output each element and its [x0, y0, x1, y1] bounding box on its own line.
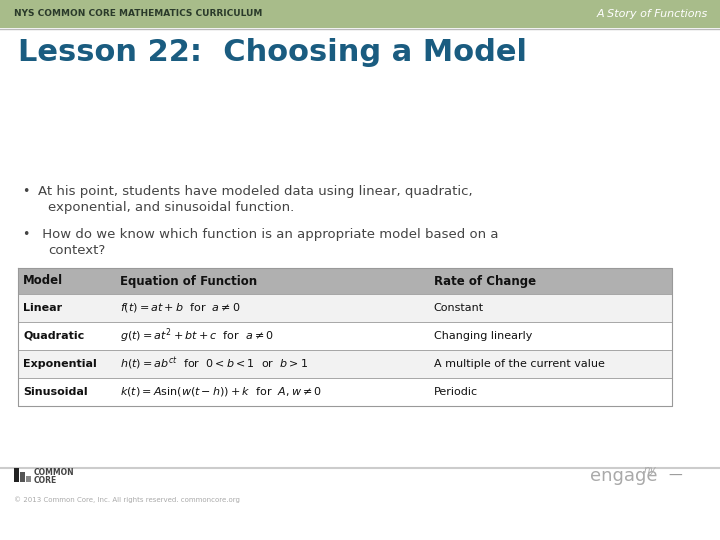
Text: CORE: CORE — [34, 476, 58, 485]
Text: $h(t) = ab^{ct}$  for  $0 < b < 1$  or  $b > 1$: $h(t) = ab^{ct}$ for $0 < b < 1$ or $b >… — [120, 356, 308, 372]
Text: •: • — [22, 185, 30, 198]
Text: $f(t) = at + b$  for  $a \neq 0$: $f(t) = at + b$ for $a \neq 0$ — [120, 301, 240, 314]
Text: At his point, students have modeled data using linear, quadratic,: At his point, students have modeled data… — [38, 185, 472, 198]
Bar — [18, 350, 672, 378]
Text: Exponential: Exponential — [23, 359, 96, 369]
Text: COMMON: COMMON — [34, 468, 75, 477]
Text: •: • — [22, 228, 30, 241]
Text: How do we know which function is an appropriate model based on a: How do we know which function is an appr… — [38, 228, 498, 241]
Text: Periodic: Periodic — [433, 387, 478, 397]
Bar — [20, 472, 25, 482]
Text: A Story of Functions: A Story of Functions — [597, 9, 708, 19]
Bar — [14, 468, 19, 482]
Text: context?: context? — [48, 244, 105, 257]
Text: Quadratic: Quadratic — [23, 331, 84, 341]
Text: Linear: Linear — [23, 303, 62, 313]
Text: NYS COMMON CORE MATHEMATICS CURRICULUM: NYS COMMON CORE MATHEMATICS CURRICULUM — [14, 10, 262, 18]
Bar — [18, 268, 672, 294]
Text: Constant: Constant — [433, 303, 484, 313]
Text: Sinusoidal: Sinusoidal — [23, 387, 88, 397]
Bar — [0, 0, 720, 28]
Text: $g(t) = at^{2} + bt + c$  for  $a \neq 0$: $g(t) = at^{2} + bt + c$ for $a \neq 0$ — [120, 327, 274, 345]
Bar — [18, 378, 672, 406]
Text: © 2013 Common Core, Inc. All rights reserved. commoncore.org: © 2013 Common Core, Inc. All rights rese… — [14, 496, 240, 503]
Text: A multiple of the current value: A multiple of the current value — [433, 359, 605, 369]
Text: Lesson 22:  Choosing a Model: Lesson 22: Choosing a Model — [18, 38, 527, 67]
Text: Equation of Function: Equation of Function — [120, 274, 257, 287]
Text: Rate of Change: Rate of Change — [433, 274, 536, 287]
Text: —: — — [668, 469, 682, 483]
Text: ny: ny — [644, 465, 657, 475]
Bar — [26, 476, 31, 482]
Text: $k(t) = A\sin(w(t-h)) + k$  for  $A, w \neq 0$: $k(t) = A\sin(w(t-h)) + k$ for $A, w \ne… — [120, 386, 322, 399]
Bar — [18, 322, 672, 350]
Text: engage: engage — [590, 467, 657, 485]
Bar — [18, 294, 672, 322]
Text: Changing linearly: Changing linearly — [433, 331, 532, 341]
Text: Model: Model — [23, 274, 63, 287]
Text: exponential, and sinusoidal function.: exponential, and sinusoidal function. — [48, 201, 294, 214]
